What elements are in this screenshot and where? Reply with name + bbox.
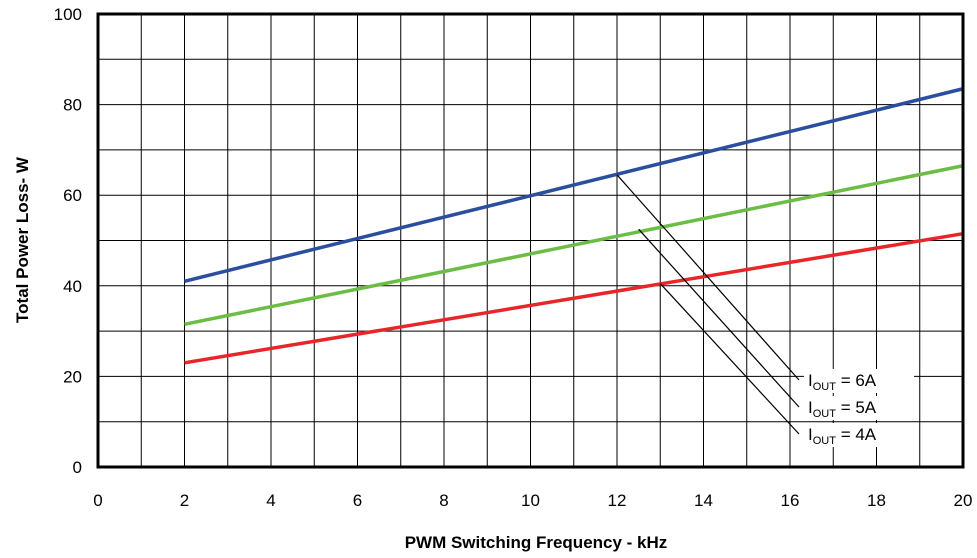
y-tick-label: 100 bbox=[54, 5, 82, 24]
y-tick-label: 40 bbox=[63, 277, 82, 296]
legend-leader-line bbox=[616, 174, 800, 381]
x-tick-label: 6 bbox=[353, 491, 362, 510]
y-tick-label: 0 bbox=[73, 458, 82, 477]
series-line-3 bbox=[184, 231, 964, 365]
x-tick-label: 12 bbox=[608, 491, 627, 510]
series-line-2 bbox=[184, 164, 964, 327]
x-tick-label: 0 bbox=[93, 491, 102, 510]
y-axis-title: Total Power Loss- W bbox=[13, 156, 32, 323]
legend-entry-label: IOUT = 6A bbox=[808, 371, 877, 393]
y-tick-labels: 0 20 40 60 80 100 bbox=[54, 5, 82, 477]
x-tick-label: 20 bbox=[954, 491, 973, 510]
legend-leader-lines bbox=[616, 174, 800, 435]
legend-entry-label: IOUT = 4A bbox=[808, 425, 877, 447]
y-tick-label: 80 bbox=[63, 96, 82, 115]
x-tick-label: 10 bbox=[521, 491, 540, 510]
x-tick-label: 16 bbox=[781, 491, 800, 510]
x-tick-label: 18 bbox=[867, 491, 886, 510]
y-tick-label: 60 bbox=[63, 186, 82, 205]
legend-leader-line bbox=[659, 283, 800, 435]
x-tick-label: 2 bbox=[180, 491, 189, 510]
series-lines bbox=[184, 87, 964, 365]
x-axis-title: PWM Switching Frequency - kHz bbox=[405, 533, 668, 552]
plot-frame bbox=[96, 12, 965, 469]
x-tick-label: 8 bbox=[439, 491, 448, 510]
x-tick-label: 14 bbox=[694, 491, 713, 510]
x-tick-labels: 0 2 4 6 8 10 12 14 16 18 20 bbox=[93, 491, 972, 510]
series-line-1 bbox=[184, 87, 964, 283]
y-tick-label: 20 bbox=[63, 367, 82, 386]
legend-label-background bbox=[804, 369, 914, 393]
x-tick-label: 4 bbox=[266, 491, 275, 510]
legend-entry-label: IOUT = 5A bbox=[808, 398, 877, 420]
legend: IOUT = 6A IOUT = 5A IOUT = 4A bbox=[804, 369, 914, 447]
legend-leader-line bbox=[638, 228, 800, 408]
legend-label-background bbox=[804, 423, 914, 447]
legend-label-background bbox=[804, 396, 914, 420]
